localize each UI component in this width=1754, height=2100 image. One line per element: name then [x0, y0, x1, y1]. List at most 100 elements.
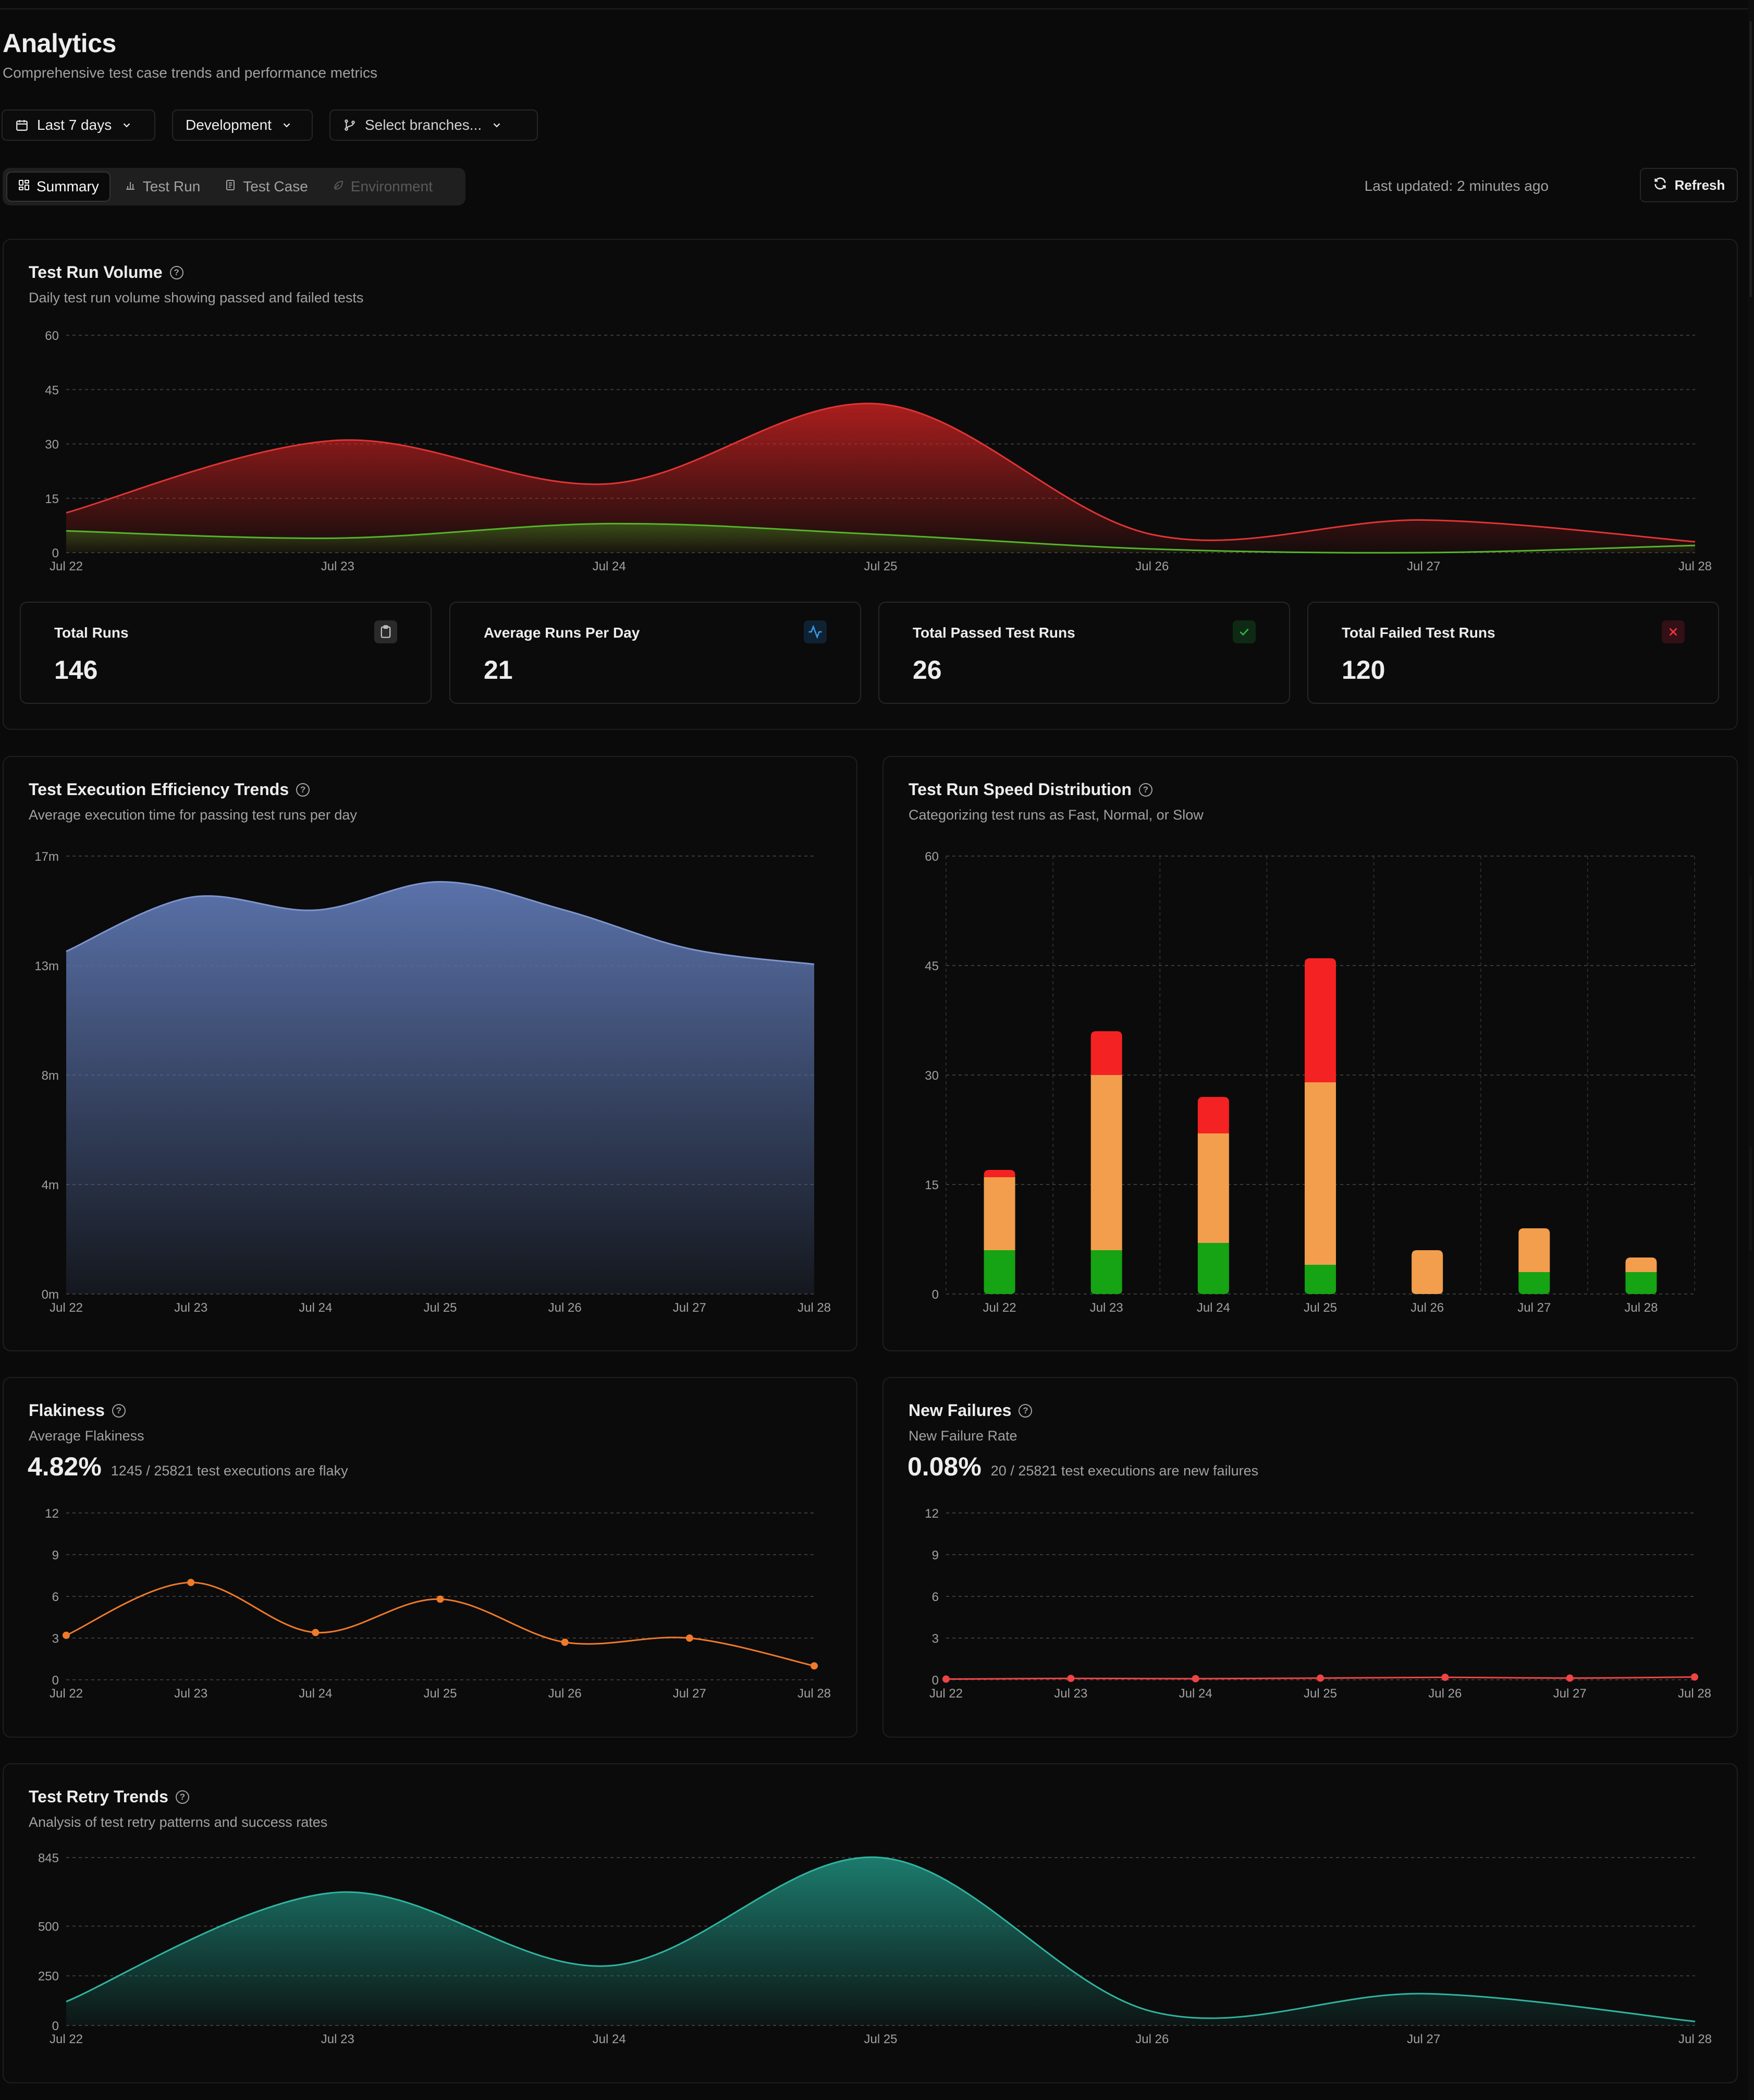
scrollbar[interactable]	[1748, 0, 1754, 2100]
x-tick-label: Jul 27	[1407, 2032, 1440, 2046]
x-tick-label: Jul 24	[299, 1301, 332, 1315]
x-tick-label: Jul 25	[1304, 1301, 1337, 1315]
card-title: Test Run Volume ?	[29, 263, 183, 282]
activity-icon	[804, 620, 827, 643]
bar-segment[interactable]	[1412, 1250, 1443, 1294]
series-line	[66, 402, 1696, 543]
y-tick-label: 0	[932, 1674, 939, 1688]
retry-subtitle: Analysis of test retry patterns and succ…	[29, 1814, 328, 1830]
bar-segment[interactable]	[1090, 1250, 1122, 1294]
stat-value: 21	[484, 655, 513, 685]
y-tick-label: 0	[52, 546, 59, 560]
new-failures-title: New Failures	[909, 1401, 1012, 1420]
bar-segment[interactable]	[1197, 1243, 1229, 1294]
help-icon[interactable]: ?	[1019, 1403, 1033, 1418]
tab-label: Summary	[36, 178, 99, 194]
help-icon[interactable]: ?	[169, 265, 183, 279]
bar-segment[interactable]	[1518, 1228, 1550, 1272]
tab-test-case[interactable]: Test Case	[214, 172, 318, 202]
data-point[interactable]	[1067, 1675, 1075, 1682]
bar-segment[interactable]	[1518, 1272, 1550, 1294]
bar-segment[interactable]	[984, 1177, 1015, 1250]
card-title: New Failures ?	[909, 1401, 1033, 1420]
x-tick-label: Jul 23	[174, 1301, 207, 1315]
branch-placeholder: Select branches...	[365, 117, 482, 133]
data-point[interactable]	[811, 1662, 818, 1670]
date-range-select[interactable]: Last 7 days	[2, 109, 155, 141]
data-point[interactable]	[685, 1634, 693, 1642]
help-icon[interactable]: ?	[1138, 783, 1152, 797]
help-icon[interactable]: ?	[296, 783, 310, 797]
x-tick-label: Jul 24	[299, 1687, 332, 1701]
x-tick-label: Jul 25	[864, 559, 897, 573]
x-tick-label: Jul 22	[50, 559, 83, 573]
y-tick-label: 3	[932, 1632, 939, 1646]
data-point[interactable]	[187, 1579, 195, 1586]
y-tick-label: 15	[925, 1178, 939, 1192]
tab-environment[interactable]: Environment	[322, 172, 443, 202]
chevron-down-icon	[280, 118, 293, 132]
new-failure-rate: 0.08%	[907, 1452, 982, 1481]
refresh-label: Refresh	[1674, 177, 1725, 193]
bar-segment[interactable]	[1305, 1265, 1336, 1294]
bar-segment[interactable]	[1625, 1257, 1657, 1272]
stat-average-runs: Average Runs Per Day 21	[449, 602, 861, 704]
data-point[interactable]	[1317, 1674, 1324, 1682]
x-tick-label: Jul 25	[423, 1687, 457, 1701]
bar-segment[interactable]	[1090, 1031, 1122, 1075]
flakiness-headline: 4.82% 1245 / 25821 test executions are f…	[28, 1451, 348, 1482]
data-point[interactable]	[312, 1629, 320, 1637]
refresh-button[interactable]: Refresh	[1640, 168, 1738, 202]
data-point[interactable]	[1691, 1673, 1698, 1681]
help-icon[interactable]: ?	[175, 1790, 189, 1804]
x-tick-label: Jul 27	[1553, 1687, 1587, 1701]
x-tick-label: Jul 24	[593, 559, 626, 573]
bar-segment[interactable]	[1305, 958, 1336, 1082]
speed-title: Test Run Speed Distribution	[909, 780, 1132, 799]
tab-summary[interactable]: Summary	[6, 172, 111, 202]
x-tick-label: Jul 25	[1304, 1687, 1337, 1701]
bar-segment[interactable]	[1197, 1097, 1229, 1133]
clipboard-icon	[374, 620, 397, 643]
x-tick-label: Jul 22	[50, 1301, 83, 1315]
data-point[interactable]	[1566, 1674, 1574, 1682]
scrollbar-thumb[interactable]	[1749, 21, 1752, 297]
new-failures-chart: 0 3 6 9 12 Jul 22 Jul 23 Jul 24 Jul 25 Jul 26 Jul …	[925, 1507, 1711, 1701]
retry-trends-chart: 0 250 500 845 Jul 22 Jul 23 Jul 24 Jul 25 Jul 26…	[38, 1851, 1712, 2046]
x-tick-label: Jul 23	[1090, 1301, 1123, 1315]
x-tick-label: Jul 28	[798, 1301, 831, 1315]
y-tick-label: 12	[45, 1507, 59, 1521]
y-tick-label: 30	[45, 438, 59, 452]
data-point[interactable]	[561, 1639, 569, 1646]
x-icon	[1662, 620, 1685, 643]
speed-distribution-chart: 0 15 30 45 60 Jul 22 Jul 23 Jul 24 Jul 25 Jul 26 J…	[925, 850, 1695, 1315]
bar-segment[interactable]	[1197, 1133, 1229, 1243]
tab-test-run[interactable]: Test Run	[114, 172, 211, 202]
volume-subtitle: Daily test run volume showing passed and…	[29, 290, 364, 306]
data-point[interactable]	[1441, 1674, 1449, 1681]
y-tick-label: 0	[52, 2019, 59, 2033]
tab-label: Environment	[350, 178, 433, 194]
environment-select[interactable]: Development	[172, 109, 313, 141]
card-title: Test Run Speed Distribution ?	[909, 780, 1152, 799]
bar-segment[interactable]	[984, 1170, 1015, 1177]
card-title: Flakiness ?	[29, 1401, 126, 1420]
data-point[interactable]	[436, 1595, 444, 1603]
chevron-down-icon	[120, 118, 133, 132]
bar-segment[interactable]	[1090, 1075, 1122, 1250]
bar-segment[interactable]	[1625, 1272, 1657, 1294]
x-tick-label: Jul 23	[1054, 1687, 1087, 1701]
bar-segment[interactable]	[1305, 1082, 1336, 1265]
branch-select[interactable]: Select branches...	[329, 109, 538, 141]
data-point[interactable]	[1192, 1675, 1199, 1682]
series-area	[66, 882, 814, 1294]
scrollbar-track-mark	[1749, 876, 1752, 980]
y-tick-label: 250	[38, 1970, 59, 1984]
help-icon[interactable]: ?	[112, 1403, 126, 1418]
data-point[interactable]	[63, 1631, 70, 1639]
bar-segment[interactable]	[984, 1250, 1015, 1294]
series-line	[66, 881, 815, 966]
data-point[interactable]	[942, 1675, 950, 1683]
git-branch-icon	[343, 118, 357, 132]
series-line	[66, 522, 1696, 554]
